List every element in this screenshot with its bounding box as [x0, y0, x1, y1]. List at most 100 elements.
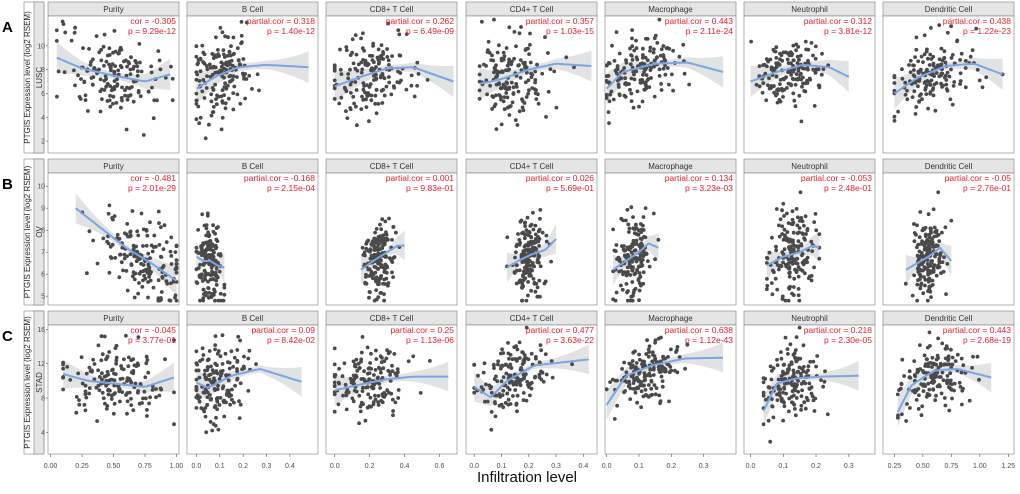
data-point: [922, 265, 927, 269]
data-point: [778, 82, 782, 86]
data-point: [608, 92, 613, 97]
cancer-strip: [33, 1, 45, 154]
data-point: [386, 21, 391, 26]
data-point: [143, 396, 148, 401]
data-point: [905, 97, 910, 102]
data-point: [529, 386, 534, 391]
data-point: [652, 64, 656, 69]
data-point: [528, 263, 533, 268]
data-point: [521, 269, 526, 274]
data-point: [940, 370, 945, 375]
data-point: [952, 381, 957, 386]
data-point: [803, 89, 808, 94]
data-point: [526, 91, 530, 96]
data-point: [975, 67, 980, 72]
data-point: [214, 226, 219, 231]
data-point: [661, 66, 666, 71]
data-point: [792, 402, 797, 407]
data-point: [355, 368, 360, 373]
data-point: [238, 381, 243, 386]
data-point: [247, 348, 252, 353]
data-point: [213, 404, 218, 408]
data-point: [537, 372, 542, 377]
data-point: [659, 374, 664, 379]
data-point: [984, 75, 989, 80]
data-point: [169, 262, 174, 266]
correlation-label: cor = -0.481: [130, 173, 176, 183]
data-point: [958, 58, 962, 62]
data-point: [948, 97, 953, 102]
data-point: [389, 92, 394, 97]
data-point: [485, 92, 489, 97]
data-point: [152, 98, 157, 103]
data-point: [207, 234, 211, 239]
data-point: [649, 386, 654, 391]
data-point: [527, 229, 532, 234]
data-point: [675, 345, 680, 349]
data-point: [494, 63, 498, 68]
data-point: [501, 99, 506, 104]
panel-strip-label: CD4+ T Cell: [510, 5, 554, 14]
data-point: [525, 70, 529, 75]
data-point: [675, 348, 679, 353]
data-point: [930, 283, 935, 287]
data-point: [622, 360, 627, 365]
data-point: [213, 82, 218, 87]
data-point: [111, 367, 115, 372]
data-point: [208, 65, 213, 70]
data-point: [900, 76, 905, 81]
data-point: [792, 384, 797, 388]
data-point: [232, 400, 236, 405]
data-point: [201, 241, 206, 246]
data-point: [517, 380, 522, 385]
data-point: [628, 397, 633, 401]
data-point: [771, 415, 776, 420]
data-point: [174, 243, 179, 248]
y-axis-label: PTGIS Expression level (log2 RSEM): [23, 165, 32, 298]
data-point: [376, 235, 381, 239]
data-point: [533, 69, 538, 74]
data-point: [374, 252, 379, 257]
data-point: [76, 371, 81, 376]
data-point: [351, 94, 356, 99]
data-point: [135, 229, 140, 234]
data-point: [492, 17, 496, 22]
data-point: [919, 413, 924, 418]
data-point: [905, 88, 909, 93]
data-point: [760, 90, 765, 95]
data-point: [924, 357, 929, 362]
data-point: [243, 72, 248, 76]
data-point: [223, 106, 228, 111]
data-point: [353, 364, 357, 369]
data-point: [938, 384, 942, 389]
data-point: [945, 88, 950, 93]
data-point: [765, 256, 770, 261]
x-tick-label: 0.3: [262, 463, 272, 470]
data-point: [477, 96, 482, 101]
data-point: [382, 76, 387, 81]
p-value-label: p = 2.11e-24: [686, 26, 734, 36]
panel-strip-label: B Cell: [242, 162, 264, 171]
data-point: [110, 62, 115, 66]
data-point: [243, 96, 248, 101]
data-point: [793, 104, 798, 109]
data-point: [804, 232, 808, 236]
data-point: [132, 295, 137, 300]
data-point: [111, 94, 116, 99]
data-point: [793, 348, 798, 352]
data-point: [332, 384, 337, 389]
data-point: [635, 89, 640, 94]
p-value-label: p = 2.30e-05: [824, 335, 872, 345]
data-point: [138, 94, 143, 99]
data-point: [198, 115, 203, 120]
data-point: [623, 95, 628, 99]
loess-smooth-line: [762, 374, 859, 412]
data-point: [380, 241, 385, 245]
data-point: [377, 382, 382, 386]
data-point: [112, 87, 117, 92]
data-point: [645, 78, 650, 82]
data-point: [781, 363, 786, 367]
data-point: [777, 391, 782, 395]
data-point: [382, 298, 386, 303]
x-tick-label: 0.00: [44, 463, 58, 470]
